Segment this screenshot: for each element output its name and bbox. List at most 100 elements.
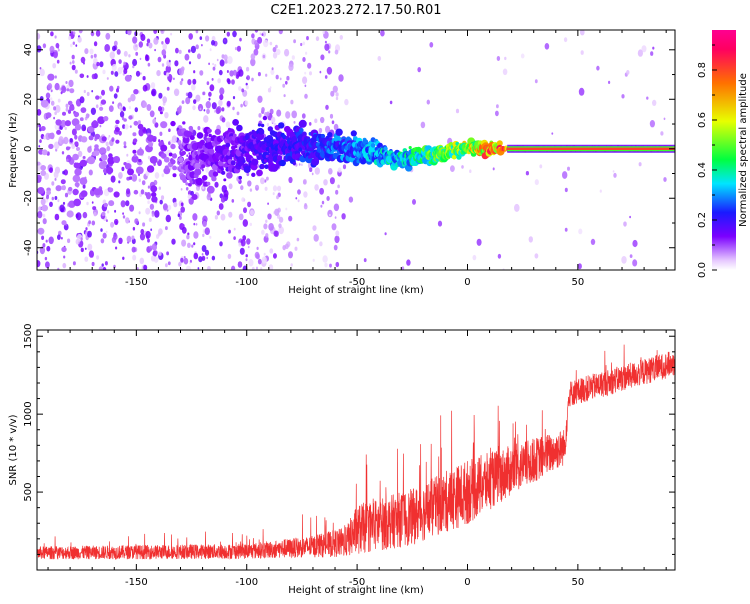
- spectrogram-speckle: [93, 212, 97, 217]
- spectrogram-speckle: [134, 107, 138, 113]
- spectrogram-speckle: [157, 56, 162, 63]
- spectrogram-speckle: [338, 74, 344, 82]
- spectrogram-speckle: [251, 266, 255, 270]
- spectrogram-speckle: [249, 222, 252, 227]
- spectrogram-speckle: [257, 72, 261, 77]
- spectrogram-speckle: [195, 223, 198, 226]
- spectrogram-speckle: [282, 83, 286, 88]
- spectrogram-trace-cell: [220, 167, 224, 171]
- spectrogram-speckle: [637, 49, 644, 57]
- spectrogram-speckle: [88, 169, 93, 176]
- spectrogram-speckle: [270, 69, 275, 75]
- spectrogram-trace-cell: [128, 176, 133, 180]
- spectrogram-speckle: [60, 91, 63, 95]
- spectrogram-trace-cell: [115, 139, 120, 144]
- y-tick-label: 40: [23, 43, 34, 56]
- spectrogram-trace-cell: [298, 147, 303, 152]
- spectrogram-trace-cell: [177, 156, 184, 163]
- spectrogram-speckle: [118, 237, 123, 244]
- spectrogram-trace-cell: [100, 99, 107, 105]
- spectrogram-speckle: [380, 30, 385, 37]
- spectrogram-speckle: [266, 111, 270, 117]
- spectrogram-speckle: [160, 30, 165, 34]
- spectrogram-speckle: [315, 36, 320, 42]
- spectrogram-speckle: [251, 77, 254, 82]
- spectrogram-speckle: [151, 88, 157, 97]
- spectrogram-speckle: [119, 111, 125, 118]
- spectrogram-speckle: [63, 169, 68, 176]
- spectrogram-speckle: [64, 192, 69, 198]
- spectrogram-speckle: [319, 70, 322, 74]
- spectrogram-speckle: [149, 110, 155, 118]
- spectrogram-speckle: [191, 244, 194, 248]
- spectrogram-speckle: [139, 233, 146, 241]
- spectrogram-speckle: [69, 61, 72, 65]
- colorbar-gradient: [712, 30, 736, 270]
- spectrogram-trace-cell: [98, 147, 107, 155]
- spectrogram-speckle: [42, 43, 47, 49]
- spectrogram-speckle: [578, 87, 585, 96]
- spectrogram-trace-cell: [60, 179, 66, 185]
- spectrogram-speckle: [71, 128, 77, 136]
- spectrogram-trace-cell: [45, 112, 52, 118]
- spectrogram-speckle: [205, 167, 209, 173]
- spectrogram-speckle: [320, 116, 325, 124]
- spectrogram-speckle: [102, 69, 106, 75]
- spectrogram-trace-cell: [149, 156, 158, 164]
- spectrogram-speckle: [103, 188, 110, 197]
- spectrogram-speckle: [291, 110, 298, 119]
- spectrogram-trace-cell: [72, 153, 79, 161]
- spectrogram-speckle: [221, 185, 227, 193]
- spectrogram-trace-cell: [132, 149, 137, 154]
- spectrogram-x-axis-label: Height of straight line (km): [288, 285, 424, 296]
- spectrogram-speckle: [186, 154, 189, 157]
- spectrogram-trace-cell: [236, 124, 243, 132]
- spectrogram-trace-cell: [74, 168, 82, 176]
- spectrogram-speckle: [455, 108, 460, 114]
- spectrogram-speckle: [122, 256, 125, 260]
- spectrogram-speckle: [265, 219, 268, 223]
- spectrogram-speckle: [204, 249, 210, 256]
- spectrogram-speckle: [276, 185, 282, 192]
- spectrogram-speckle: [126, 153, 129, 157]
- spectrogram-speckle: [218, 203, 224, 210]
- spectrogram-trace-cell: [278, 122, 285, 129]
- spectrogram-trace-cell: [37, 161, 41, 166]
- spectrogram-speckle: [261, 107, 265, 113]
- spectrogram-speckle: [420, 121, 426, 129]
- spectrogram-trace-cell: [194, 168, 202, 176]
- spectrogram-speckle: [329, 213, 331, 217]
- spectrogram-speckle: [228, 183, 233, 190]
- spectrogram-speckle: [247, 180, 252, 187]
- spectrogram-trace-cell: [135, 166, 144, 175]
- spectrogram-speckle: [145, 192, 152, 200]
- spectrogram-trace-cell: [276, 155, 283, 161]
- spectrogram-speckle: [135, 51, 139, 56]
- spectrogram-speckle: [309, 167, 313, 172]
- spectrogram-trace-cell: [55, 119, 62, 126]
- spectrogram-speckle: [279, 77, 282, 81]
- spectrogram-speckle: [520, 53, 525, 59]
- spectrogram-speckle: [232, 96, 236, 100]
- spectrogram-speckle: [95, 30, 101, 37]
- spectrogram-speckle: [206, 193, 211, 201]
- spectrogram-speckle: [87, 243, 93, 251]
- spectrogram-speckle: [231, 265, 236, 270]
- spectrogram-speckle: [335, 261, 340, 268]
- spectrogram-speckle: [278, 226, 285, 235]
- spectrogram-speckle: [216, 210, 220, 216]
- spectrogram-speckle: [476, 238, 482, 246]
- y-tick-label: 1500: [23, 324, 34, 349]
- spectrogram-trace-cell: [182, 136, 190, 144]
- spectrogram-speckle: [596, 65, 600, 71]
- spectrogram-trace-cell: [327, 132, 333, 138]
- spectrogram-speckle: [117, 67, 123, 75]
- spectrogram-speckle: [313, 234, 319, 242]
- spectrogram-speckle: [261, 229, 265, 235]
- spectrogram-speckle: [80, 247, 84, 253]
- spectrogram-speckle: [328, 168, 333, 175]
- y-tick-label: 0: [23, 146, 34, 152]
- spectrogram-speckle: [195, 44, 199, 50]
- spectrogram-speckle: [272, 185, 278, 192]
- spectrogram-trace-cell: [94, 133, 101, 140]
